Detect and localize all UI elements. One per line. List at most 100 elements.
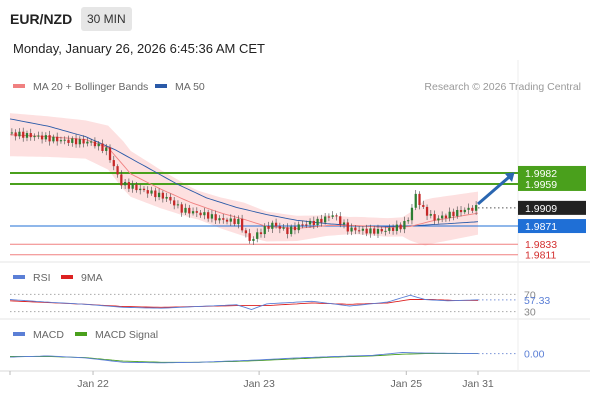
- candle-body: [373, 228, 376, 234]
- candle-body: [463, 209, 466, 213]
- rsi-current-label: 57.33: [524, 295, 550, 307]
- candle-body: [86, 141, 89, 144]
- candle-body: [56, 136, 59, 142]
- candle-body: [123, 182, 127, 186]
- candle-body: [395, 224, 398, 231]
- candle-body: [403, 220, 406, 230]
- candle-body: [203, 212, 206, 216]
- candle-body: [357, 230, 361, 232]
- legend-label: 9MA: [81, 272, 103, 284]
- x-tick-label: Jan 22: [77, 378, 109, 390]
- candle-body: [248, 233, 251, 241]
- candle-body: [25, 133, 29, 138]
- candle-body: [112, 160, 115, 167]
- candle-body: [271, 222, 274, 229]
- candle-body: [37, 135, 40, 137]
- candle-body: [161, 192, 164, 199]
- candle-body: [116, 166, 119, 175]
- candle-body: [324, 216, 327, 223]
- candle-body: [48, 135, 51, 142]
- candle-body: [361, 228, 365, 231]
- candle-body: [82, 139, 85, 144]
- candle-body: [146, 190, 149, 194]
- candle-body: [448, 211, 451, 219]
- candle-body: [418, 193, 421, 206]
- candle-body: [176, 204, 180, 206]
- candle-body: [97, 143, 100, 147]
- bollinger-band: [10, 113, 478, 246]
- candle-body: [169, 196, 172, 201]
- candle-body: [142, 188, 146, 191]
- forecast-arrow-head: [504, 172, 515, 182]
- candle-body: [297, 224, 300, 231]
- candle-body: [52, 136, 55, 142]
- candle-body: [407, 220, 410, 222]
- candle-body: [410, 207, 414, 221]
- candle-body: [74, 138, 78, 145]
- candle-body: [263, 226, 266, 235]
- symbol-title: EUR/NZD: [10, 11, 73, 27]
- x-tick-label: Jan 25: [391, 378, 423, 390]
- candle-body: [108, 147, 112, 161]
- candle-body: [78, 139, 81, 145]
- candle-body: [429, 214, 432, 216]
- candle-body: [422, 205, 425, 207]
- candle-body: [63, 139, 66, 141]
- candle-body: [471, 207, 474, 211]
- candle-body: [444, 215, 448, 219]
- candle-body: [369, 228, 372, 234]
- level-label: 1.9811: [525, 250, 556, 262]
- candle-body: [127, 182, 131, 189]
- candle-body: [10, 132, 14, 134]
- candle-body: [22, 131, 25, 138]
- legend-label: MACD: [33, 329, 64, 341]
- candle-body: [191, 211, 195, 214]
- candle-body: [44, 135, 47, 140]
- candle-body: [101, 143, 104, 151]
- candle-body: [335, 215, 338, 217]
- level-label-box: [518, 165, 586, 180]
- rsi-ma-line: [9, 299, 478, 308]
- candle-body: [150, 190, 153, 194]
- candle-body: [290, 226, 293, 235]
- candle-body: [184, 207, 187, 213]
- candle-body: [380, 228, 383, 232]
- candle-body: [131, 184, 134, 189]
- macd-line: [9, 352, 478, 364]
- candle-body: [173, 200, 176, 206]
- candle-body: [33, 136, 36, 138]
- candle-body: [40, 135, 44, 140]
- candle-body: [305, 224, 308, 226]
- candle-body: [331, 215, 334, 217]
- level-label: 1.9871: [525, 221, 557, 233]
- x-tick-label: Jan 31: [462, 378, 494, 390]
- candle-body: [135, 184, 138, 191]
- level-label-box: [518, 219, 586, 234]
- candle-body: [188, 207, 191, 214]
- candle-body: [29, 133, 32, 138]
- candle-body: [278, 226, 281, 229]
- timeframe-badge[interactable]: 30 MIN: [81, 7, 132, 31]
- candle-body: [282, 227, 285, 229]
- candle-body: [425, 206, 429, 216]
- candle-body: [365, 228, 368, 234]
- candle-body: [222, 218, 225, 220]
- candle-body: [414, 193, 417, 208]
- candle-body: [441, 215, 444, 219]
- candle-body: [229, 218, 232, 222]
- candle-body: [157, 192, 161, 198]
- candle-body: [376, 228, 380, 234]
- candle-body: [456, 210, 459, 217]
- rsi-line: [9, 294, 479, 310]
- candle-body: [207, 212, 210, 219]
- candle-body: [210, 214, 214, 219]
- legend-swatch: [155, 84, 167, 88]
- macd-current-label: 0.00: [524, 349, 545, 361]
- chart-header: EUR/NZD 30 MIN: [0, 0, 590, 38]
- legend-label: MA 20 + Bollinger Bands: [33, 81, 148, 93]
- candle-body: [267, 226, 270, 229]
- candle-body: [225, 219, 229, 222]
- candle-body: [180, 204, 183, 213]
- candle-body: [93, 141, 97, 147]
